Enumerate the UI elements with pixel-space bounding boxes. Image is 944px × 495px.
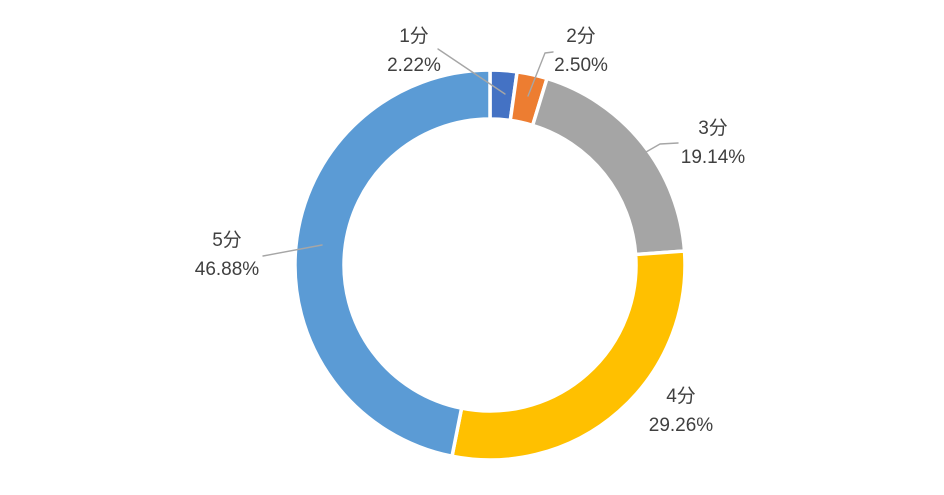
slice-label-5fen: 5分 46.88% [167,226,287,284]
donut-slices [293,68,687,462]
slice-label-2fen: 2分 2.50% [521,22,641,80]
slice-label-1fen: 1分 2.22% [354,22,474,80]
slice-label-3fen-percent: 19.14% [680,147,746,168]
leader-lines [262,48,679,257]
slice-label-3fen-category: 3分 [698,118,728,139]
slice-label-2fen-percent: 2.50% [554,55,608,76]
slice-label-5fen-category: 5分 [212,230,242,251]
slice-label-1fen-category: 1分 [399,26,429,47]
slice-label-3fen: 3分 19.14% [653,114,773,172]
leader-line-3fen [645,142,679,153]
slice-label-5fen-percent: 46.88% [194,259,260,280]
donut-slice-5分[interactable] [293,68,492,459]
leader-line-1fen [437,48,506,95]
slice-label-4fen-percent: 29.26% [648,415,714,436]
slice-label-4fen: 4分 29.26% [621,382,741,440]
slice-label-2fen-category: 2分 [566,26,596,47]
slice-label-4fen-category: 4分 [666,386,696,407]
leader-line-2fen [527,51,554,97]
leader-line-5fen [262,244,323,257]
slice-label-1fen-percent: 2.22% [387,55,441,76]
